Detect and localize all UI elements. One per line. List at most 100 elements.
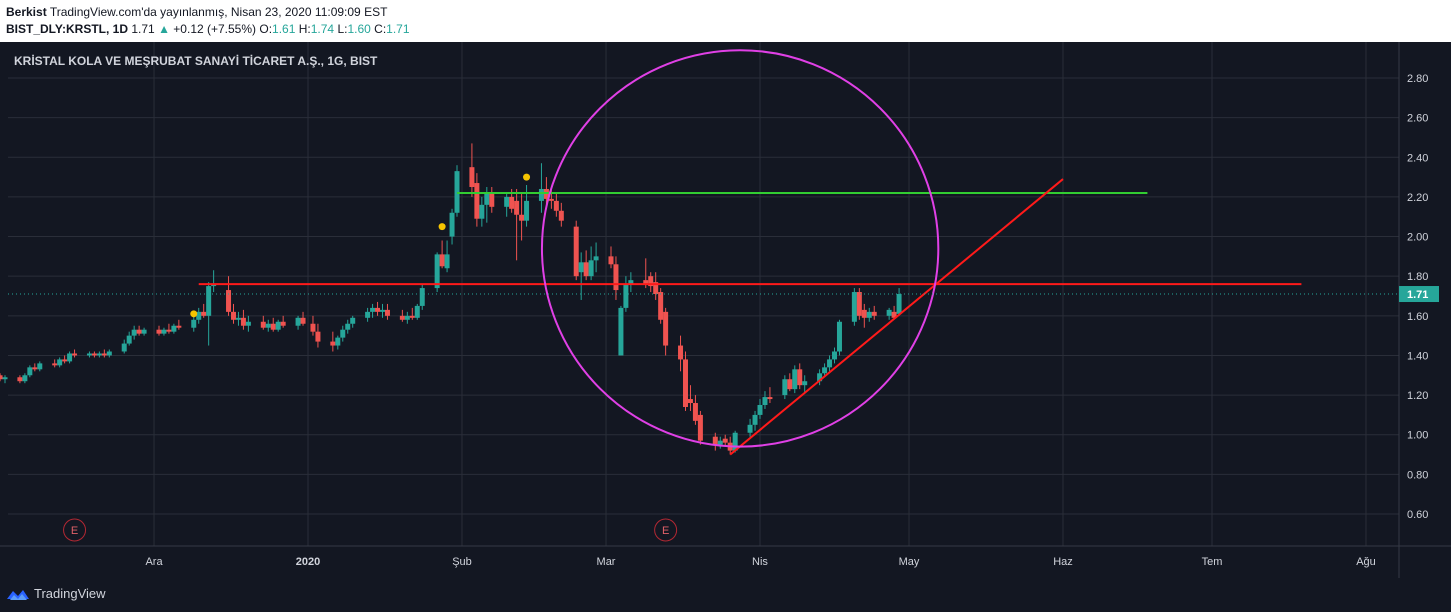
candle[interactable] (747, 418, 753, 437)
candle[interactable] (37, 361, 43, 372)
candle[interactable] (419, 284, 425, 310)
candle[interactable] (712, 432, 718, 451)
candle[interactable] (588, 246, 594, 281)
candle[interactable] (519, 192, 525, 241)
earnings-marker[interactable]: E (63, 518, 87, 542)
candle[interactable] (608, 246, 614, 269)
candle[interactable] (623, 276, 629, 312)
candle[interactable] (414, 303, 420, 320)
candle[interactable] (384, 303, 390, 320)
candle[interactable] (613, 256, 619, 300)
candle[interactable] (553, 192, 559, 217)
candle[interactable] (792, 365, 798, 394)
candle[interactable] (648, 272, 654, 293)
candle[interactable] (692, 395, 698, 425)
candle[interactable] (538, 163, 544, 213)
candle[interactable] (583, 250, 589, 281)
candle[interactable] (822, 363, 828, 378)
author-name[interactable]: Berkist (6, 5, 47, 19)
candle[interactable] (176, 319, 182, 330)
candle[interactable] (2, 375, 8, 384)
candle[interactable] (439, 240, 445, 269)
candle[interactable] (653, 272, 659, 300)
candle[interactable] (300, 311, 306, 326)
candle[interactable] (310, 315, 316, 336)
candle[interactable] (802, 375, 808, 394)
candle[interactable] (762, 391, 768, 409)
candle[interactable] (345, 319, 351, 334)
candle[interactable] (817, 369, 823, 386)
candle[interactable] (370, 303, 376, 318)
candle[interactable] (832, 347, 838, 364)
magenta-circle[interactable] (540, 49, 940, 448)
candle[interactable] (156, 325, 162, 336)
candle[interactable] (573, 220, 579, 281)
candle[interactable] (722, 434, 728, 447)
candle[interactable] (454, 165, 460, 217)
candle[interactable] (22, 373, 28, 384)
candle[interactable] (479, 196, 485, 227)
candle[interactable] (856, 288, 862, 320)
candle[interactable] (171, 323, 177, 334)
candle[interactable] (201, 303, 207, 318)
candle[interactable] (315, 323, 321, 348)
candle[interactable] (628, 272, 634, 293)
candle[interactable] (141, 327, 147, 336)
signal-dot[interactable] (523, 173, 531, 181)
candle[interactable] (409, 307, 415, 320)
candle[interactable] (886, 307, 892, 320)
candle[interactable] (682, 351, 688, 411)
signal-dot[interactable] (438, 223, 446, 231)
candle[interactable] (196, 307, 202, 324)
candle[interactable] (126, 331, 132, 346)
candle[interactable] (32, 363, 38, 372)
candle[interactable] (275, 319, 281, 332)
candle[interactable] (851, 288, 857, 326)
candle[interactable] (891, 305, 897, 318)
candle[interactable] (404, 311, 410, 324)
candle[interactable] (365, 307, 371, 322)
candle[interactable] (86, 351, 92, 358)
candle[interactable] (260, 315, 266, 330)
candle[interactable] (340, 325, 346, 342)
candle[interactable] (449, 208, 455, 245)
candle[interactable] (106, 349, 112, 358)
tradingview-brand[interactable]: TradingView (34, 586, 106, 601)
candle[interactable] (787, 373, 793, 392)
candle[interactable] (687, 385, 693, 411)
candle[interactable] (191, 315, 197, 332)
candle[interactable] (558, 202, 564, 227)
candle[interactable] (62, 355, 68, 364)
candle[interactable] (678, 335, 684, 372)
candle[interactable] (121, 339, 127, 354)
earnings-marker[interactable]: E (654, 518, 678, 542)
candle[interactable] (245, 315, 251, 332)
candle[interactable] (72, 349, 78, 358)
candle[interactable] (335, 335, 341, 350)
candle[interactable] (504, 192, 510, 217)
candle[interactable] (861, 303, 867, 328)
candle[interactable] (91, 351, 97, 358)
candle[interactable] (240, 309, 246, 330)
red-trendline[interactable] (729, 178, 1064, 456)
candle[interactable] (757, 399, 763, 419)
candle[interactable] (618, 305, 624, 356)
candle[interactable] (663, 307, 669, 356)
candle[interactable] (474, 173, 480, 227)
candle[interactable] (226, 276, 232, 316)
price-axis[interactable]: 2.80 2.60 2.40 2.20 2.00 1.80 1.60 1.40 1.20 1.00… (1399, 73, 1439, 521)
candle[interactable] (732, 430, 738, 453)
candle[interactable] (27, 365, 33, 378)
candle[interactable] (166, 323, 172, 334)
candle[interactable] (52, 359, 58, 368)
candle[interactable] (206, 282, 212, 346)
candle[interactable] (0, 373, 3, 382)
candle[interactable] (866, 307, 872, 322)
candle[interactable] (136, 325, 142, 336)
candle[interactable] (896, 288, 902, 316)
candle[interactable] (230, 303, 236, 324)
candle[interactable] (767, 387, 773, 404)
candle[interactable] (827, 355, 833, 372)
candle[interactable] (101, 349, 107, 358)
